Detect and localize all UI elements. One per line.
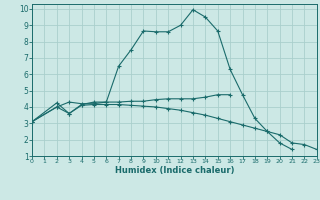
X-axis label: Humidex (Indice chaleur): Humidex (Indice chaleur) bbox=[115, 166, 234, 175]
